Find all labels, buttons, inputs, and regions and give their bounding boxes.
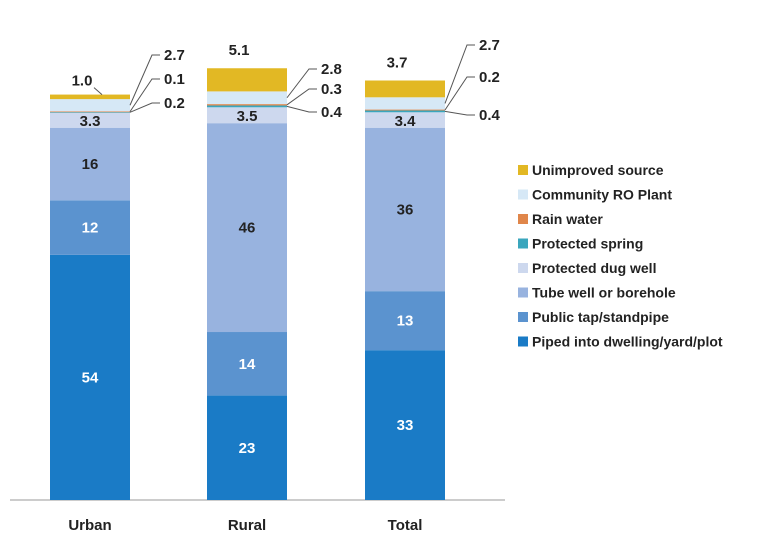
bar-segment-rural-piped-into-dwelling-yard-plot xyxy=(207,395,287,500)
bar-segment-urban-public-tap-standpipe xyxy=(50,200,130,255)
bar-segment-total-protected-dug-well xyxy=(365,112,445,128)
data-label-total-public-tap-standpipe: 13 xyxy=(397,313,414,330)
data-label-urban-piped-into-dwelling-yard-plot: 54 xyxy=(82,369,99,386)
bar-segment-total-unimproved-source xyxy=(365,80,445,98)
x-tick-labels-group: Urban Rural Total xyxy=(68,517,422,533)
data-label-urban-protected-dug-well: 3.3 xyxy=(80,113,101,130)
data-label-total-unimproved-source: 3.7 xyxy=(387,55,408,72)
data-label-rural-community-ro-plant: 2.8 xyxy=(321,61,342,78)
legend-swatch-unimproved-source xyxy=(518,165,528,175)
bar-segment-rural-protected-spring xyxy=(207,105,287,108)
legend-swatch-protected-dug-well xyxy=(518,263,528,273)
data-label-rural-public-tap-standpipe: 14 xyxy=(239,356,256,373)
legend-swatch-rain-water xyxy=(518,214,528,224)
legend-swatch-tube-well-or-borehole xyxy=(518,287,528,298)
data-label-rural-protected-dug-well: 3.5 xyxy=(237,108,258,125)
leader-line-rural-protected-spring xyxy=(286,105,317,113)
bar-segment-urban-rain-water xyxy=(50,111,130,113)
bar-segment-urban-unimproved-source xyxy=(50,94,130,100)
legend-label-piped-into-dwelling-yard-plot: Piped into dwelling/yard/plot xyxy=(532,334,723,350)
bars-group xyxy=(50,68,445,500)
leader-line-urban-protected-spring xyxy=(129,102,160,113)
bar-segment-total-community-ro-plant xyxy=(365,97,445,110)
legend-swatch-protected-spring xyxy=(518,238,528,249)
bar-segment-total-protected-spring xyxy=(365,110,445,113)
data-label-urban-public-tap-standpipe: 12 xyxy=(82,220,99,237)
data-label-rural-unimproved-source: 5.1 xyxy=(229,42,250,59)
data-label-urban-protected-spring: 0.2 xyxy=(164,95,185,112)
legend-label-unimproved-source: Unimproved source xyxy=(532,162,664,178)
bar-segment-rural-protected-dug-well xyxy=(207,107,287,124)
legend-label-protected-dug-well: Protected dug well xyxy=(532,260,656,276)
bar-segment-total-rain-water xyxy=(365,109,445,111)
data-label-total-protected-dug-well: 3.4 xyxy=(395,113,417,130)
bar-segment-urban-piped-into-dwelling-yard-plot xyxy=(50,254,130,500)
data-label-rural-rain-water: 0.3 xyxy=(321,81,342,98)
data-label-total-rain-water: 0.2 xyxy=(479,69,500,86)
data-label-urban-unimproved-source: 1.0 xyxy=(72,73,93,90)
bar-segment-urban-community-ro-plant xyxy=(50,99,130,112)
data-label-rural-tube-well-or-borehole: 46 xyxy=(239,220,256,237)
leader-line-urban-rain-water xyxy=(129,78,160,112)
bar-segment-urban-protected-spring xyxy=(50,111,130,113)
bar-segment-rural-community-ro-plant xyxy=(207,91,287,105)
data-label-total-community-ro-plant: 2.7 xyxy=(479,37,500,54)
leader-line-urban-unimproved-source xyxy=(93,87,103,95)
bar-segment-urban-tube-well-or-borehole xyxy=(50,127,130,201)
legend-swatch-piped-into-dwelling-yard-plot xyxy=(518,336,528,347)
x-tick-label-total: Total xyxy=(388,517,423,533)
legend-label-public-tap-standpipe: Public tap/standpipe xyxy=(532,309,669,325)
bar-segment-urban-protected-dug-well xyxy=(50,112,130,128)
legend: Unimproved source Community RO Plant Rain … xyxy=(518,162,723,350)
legend-label-tube-well-or-borehole: Tube well or borehole xyxy=(532,285,676,301)
legend-label-protected-spring: Protected spring xyxy=(532,236,643,252)
legend-label-community-ro-plant: Community RO Plant xyxy=(532,187,672,203)
leader-line-total-community-ro-plant xyxy=(444,44,475,104)
leader-line-total-protected-spring xyxy=(444,110,475,116)
data-label-total-piped-into-dwelling-yard-plot: 33 xyxy=(397,417,414,434)
x-tick-label-rural: Rural xyxy=(228,517,266,533)
data-label-rural-protected-spring: 0.4 xyxy=(321,104,343,121)
leader-line-rural-rain-water xyxy=(286,88,317,106)
leader-line-total-rain-water xyxy=(444,76,475,111)
bar-segment-total-piped-into-dwelling-yard-plot xyxy=(365,350,445,500)
bar-segment-total-tube-well-or-borehole xyxy=(365,127,445,292)
bar-segment-total-public-tap-standpipe xyxy=(365,291,445,351)
bar-segment-rural-rain-water xyxy=(207,104,287,106)
bar-segment-rural-public-tap-standpipe xyxy=(207,332,287,396)
x-tick-label-urban: Urban xyxy=(68,517,111,533)
leader-line-urban-community-ro-plant xyxy=(129,54,160,106)
data-label-total-tube-well-or-borehole: 36 xyxy=(397,201,414,218)
data-label-urban-community-ro-plant: 2.7 xyxy=(164,47,185,64)
legend-label-rain-water: Rain water xyxy=(532,211,603,227)
legend-swatch-public-tap-standpipe xyxy=(518,312,528,322)
data-label-total-protected-spring: 0.4 xyxy=(479,107,501,124)
data-label-rural-piped-into-dwelling-yard-plot: 23 xyxy=(239,440,256,457)
data-labels-group: 54 12 16 3.3 1.0 2.7 0.1 0.2 23 14 46 3.5 5.1 2.8 0.3 0… xyxy=(72,37,501,457)
data-label-urban-tube-well-or-borehole: 16 xyxy=(82,156,99,173)
bar-segment-rural-unimproved-source xyxy=(207,68,287,92)
leader-line-rural-community-ro-plant xyxy=(286,68,317,99)
data-label-urban-rain-water: 0.1 xyxy=(164,71,185,88)
legend-swatch-community-ro-plant xyxy=(518,189,528,200)
bar-segment-rural-tube-well-or-borehole xyxy=(207,123,287,333)
